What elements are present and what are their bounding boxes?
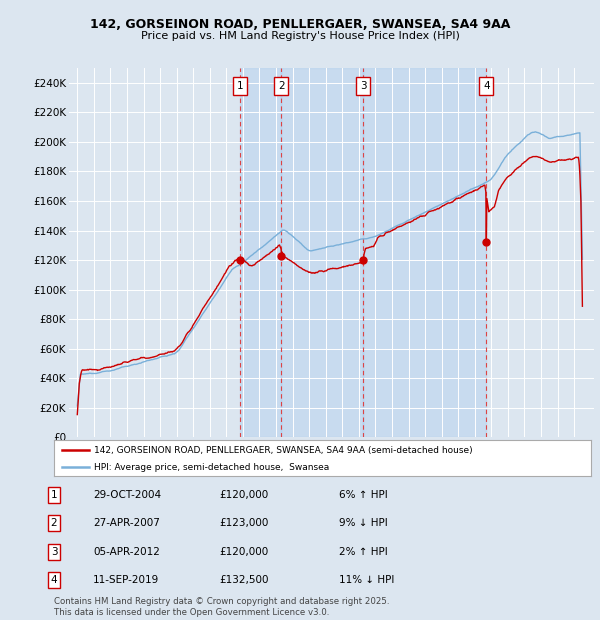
Text: 1: 1: [237, 81, 244, 91]
Bar: [240, 68, 281, 437]
Text: £132,500: £132,500: [219, 575, 269, 585]
Text: 3: 3: [50, 547, 58, 557]
Bar: [363, 68, 487, 437]
Bar: [281, 68, 363, 437]
Text: HPI: Average price, semi-detached house,  Swansea: HPI: Average price, semi-detached house,…: [94, 463, 329, 472]
Text: 3: 3: [360, 81, 367, 91]
Text: £120,000: £120,000: [219, 490, 268, 500]
Text: 27-APR-2007: 27-APR-2007: [93, 518, 160, 528]
Text: 4: 4: [50, 575, 58, 585]
Text: 142, GORSEINON ROAD, PENLLERGAER, SWANSEA, SA4 9AA: 142, GORSEINON ROAD, PENLLERGAER, SWANSE…: [90, 19, 510, 31]
Text: 11% ↓ HPI: 11% ↓ HPI: [339, 575, 394, 585]
Text: 4: 4: [483, 81, 490, 91]
Text: 11-SEP-2019: 11-SEP-2019: [93, 575, 159, 585]
Text: £123,000: £123,000: [219, 518, 268, 528]
Text: 05-APR-2012: 05-APR-2012: [93, 547, 160, 557]
Text: 9% ↓ HPI: 9% ↓ HPI: [339, 518, 388, 528]
Text: 2: 2: [278, 81, 284, 91]
Text: 2% ↑ HPI: 2% ↑ HPI: [339, 547, 388, 557]
Text: 29-OCT-2004: 29-OCT-2004: [93, 490, 161, 500]
Text: 142, GORSEINON ROAD, PENLLERGAER, SWANSEA, SA4 9AA (semi-detached house): 142, GORSEINON ROAD, PENLLERGAER, SWANSE…: [94, 446, 473, 454]
Text: 2: 2: [50, 518, 58, 528]
Text: Contains HM Land Registry data © Crown copyright and database right 2025.
This d: Contains HM Land Registry data © Crown c…: [54, 598, 389, 617]
Text: 1: 1: [50, 490, 58, 500]
Text: Price paid vs. HM Land Registry's House Price Index (HPI): Price paid vs. HM Land Registry's House …: [140, 31, 460, 41]
Text: 6% ↑ HPI: 6% ↑ HPI: [339, 490, 388, 500]
Text: £120,000: £120,000: [219, 547, 268, 557]
